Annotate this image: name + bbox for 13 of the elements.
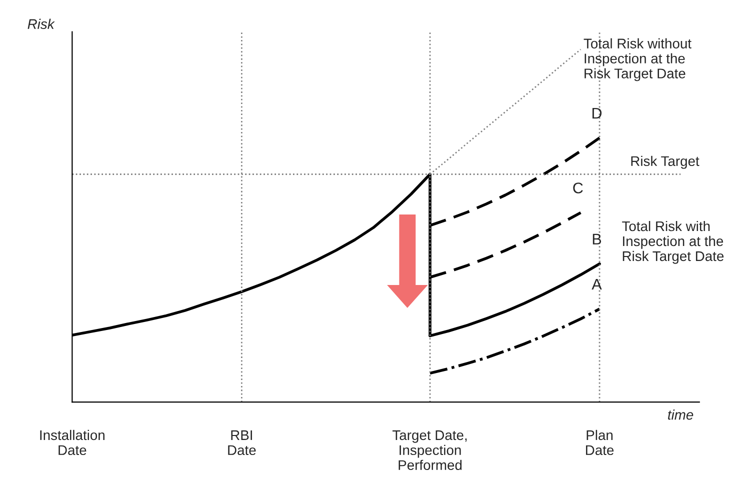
series-label: D: [592, 108, 602, 118]
ref-line-label: Risk Target: [631, 156, 700, 169]
series-label: Total Risk without Inspection at the Risk Target Date: [584, 38, 692, 82]
series-label: C: [573, 182, 583, 194]
x-tick-label: Installation Date: [40, 430, 104, 456]
x-tick-label: RBI Date: [228, 430, 256, 456]
x-tick-label: Plan Date: [586, 430, 614, 456]
x-tick-label: Target Date, Inspection Performed: [392, 430, 467, 470]
series-label: A: [592, 279, 602, 290]
y-axis-title: Risk: [28, 18, 55, 29]
annotation: Total Risk with Inspection at the Risk Target Date: [622, 220, 724, 264]
series-label: B: [592, 234, 602, 244]
x-axis-title: time: [668, 410, 694, 420]
